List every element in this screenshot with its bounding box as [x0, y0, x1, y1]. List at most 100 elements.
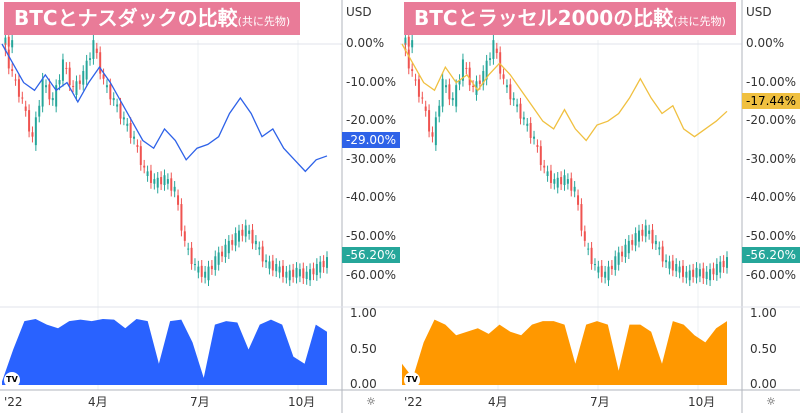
candle [89, 58, 92, 60]
time-tick: 4月 [488, 395, 508, 409]
candle [407, 49, 410, 69]
price-tick: -40.00% [346, 190, 397, 205]
candle [404, 37, 407, 45]
candle [546, 171, 549, 177]
candle [7, 49, 10, 69]
candle [587, 248, 590, 250]
candle [529, 123, 532, 138]
candle [509, 84, 512, 100]
price-tick: -40.00% [746, 190, 797, 205]
candle [539, 146, 542, 165]
candle [681, 265, 684, 277]
price-tick: -20.00% [346, 113, 397, 128]
candle [265, 260, 268, 263]
candle [281, 265, 284, 277]
price-tick: 0.00% [746, 36, 785, 50]
time-tick: 10月 [288, 395, 316, 409]
candle [254, 240, 257, 245]
candle [136, 145, 139, 147]
candle [65, 67, 68, 69]
correlation-area [402, 319, 727, 385]
compare-value-badge: -17.44% [742, 92, 800, 109]
candle [726, 257, 728, 268]
candle [627, 240, 630, 254]
candle [421, 97, 424, 99]
candle [24, 106, 27, 111]
chart-title: BTCとナスダックの比較(共に先物) [4, 2, 301, 35]
candle [715, 264, 718, 276]
candle [227, 240, 230, 254]
candle [577, 195, 580, 205]
candle [712, 268, 715, 275]
candle [278, 266, 281, 273]
settings-gear-icon[interactable]: ☼ [766, 395, 776, 408]
candle [166, 179, 169, 184]
candle [231, 240, 234, 245]
candle [7, 36, 10, 47]
candle [322, 260, 325, 268]
title-text: BTCとナスダックの比較 [14, 6, 238, 30]
settings-gear-icon[interactable]: ☼ [366, 395, 376, 408]
price-tick: -60.00% [346, 267, 397, 282]
chart-canvas[interactable] [0, 0, 400, 413]
candle [221, 251, 224, 257]
candle [522, 117, 525, 120]
price-tick: -50.00% [346, 229, 397, 243]
candle [549, 170, 552, 183]
candle [116, 104, 119, 107]
candle [315, 264, 318, 276]
candle [143, 165, 146, 168]
candle [244, 225, 247, 237]
candle [417, 79, 420, 97]
candle [305, 271, 308, 279]
candle [526, 123, 529, 126]
candle [458, 80, 461, 85]
candle [28, 110, 31, 132]
candle [207, 266, 210, 281]
currency-label[interactable]: USD [746, 5, 772, 19]
candle [441, 78, 444, 107]
time-tick: 4月 [88, 395, 108, 409]
candle [424, 106, 427, 111]
candle [85, 60, 88, 80]
candle [533, 136, 536, 139]
corr-tick: 0.00 [750, 377, 777, 391]
candle [431, 132, 434, 137]
chart-canvas[interactable] [400, 0, 800, 413]
tradingview-logo-icon[interactable]: TV [404, 372, 420, 388]
candle [698, 269, 701, 277]
currency-label[interactable]: USD [346, 5, 372, 19]
candle [197, 266, 200, 273]
candle [156, 177, 159, 188]
candle [621, 251, 624, 257]
chart-panel-nasdaq[interactable]: BTCとナスダックの比較(共に先物) USD 0.00% -10.00% -20.00%… [0, 0, 401, 413]
corr-tick: 1.00 [350, 306, 377, 320]
time-tick: 7月 [190, 395, 210, 409]
candle [163, 175, 166, 186]
candle [82, 71, 85, 85]
corr-tick: 0.00 [350, 377, 377, 391]
candle [505, 85, 508, 88]
candle [95, 48, 98, 54]
candle [309, 269, 312, 281]
candle [58, 80, 61, 85]
candle [482, 71, 485, 85]
candle [692, 269, 695, 277]
title-note: (共に先物) [237, 15, 291, 28]
candle [556, 177, 559, 188]
candle [610, 265, 613, 270]
candle [634, 233, 637, 246]
candle [702, 268, 705, 279]
time-tick: 10月 [688, 395, 716, 409]
candle [478, 80, 481, 84]
candle [271, 260, 274, 271]
tradingview-logo-icon[interactable]: TV [4, 372, 20, 388]
candle [411, 69, 414, 72]
candle [637, 230, 640, 242]
compare-line [401, 43, 728, 142]
candle [204, 271, 207, 278]
candle [31, 132, 34, 137]
chart-panel-russell[interactable]: BTCとラッセル2000の比較(共に先物) USD 0.00% -10.00% -20.… [400, 0, 800, 413]
candle [251, 229, 254, 244]
candle [573, 186, 576, 192]
